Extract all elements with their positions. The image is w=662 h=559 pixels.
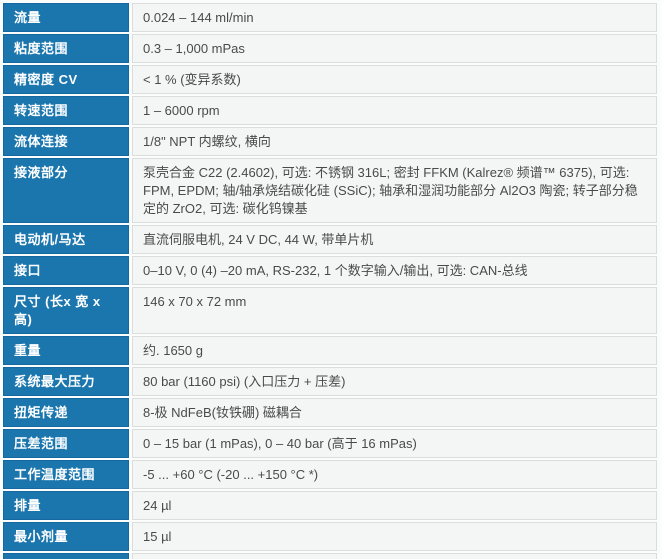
spec-value: 0–10 V, 0 (4) –20 mA, RS-232, 1 个数字输入/输出… bbox=[132, 256, 657, 285]
table-row: 转速范围 1 – 6000 rpm bbox=[3, 96, 657, 125]
spec-label: 扭矩传递 bbox=[3, 398, 129, 427]
spec-label: 接液部分 bbox=[3, 158, 129, 223]
spec-label: 备注 bbox=[3, 553, 129, 559]
spec-label: 电动机/马达 bbox=[3, 225, 129, 254]
spec-value: 1 – 6000 rpm bbox=[132, 96, 657, 125]
table-row: 重量 约. 1650 g bbox=[3, 336, 657, 365]
spec-label: 粘度范围 bbox=[3, 34, 129, 63]
spec-value: 0.024 – 144 ml/min bbox=[132, 3, 657, 32]
spec-value: 80 bar (1160 psi) (入口压力 + 压差) bbox=[132, 367, 657, 396]
spec-label: 排量 bbox=[3, 491, 129, 520]
spec-value: 约. 1650 g bbox=[132, 336, 657, 365]
table-row: 排量 24 µl bbox=[3, 491, 657, 520]
table-row: 扭矩传递 8-极 NdFeB(钕铁硼) 磁耦合 bbox=[3, 398, 657, 427]
spec-value: 1/8" NPT 内螺纹, 横向 bbox=[132, 127, 657, 156]
spec-value: 146 x 70 x 72 mm bbox=[132, 287, 657, 334]
spec-label: 流体连接 bbox=[3, 127, 129, 156]
spec-label: 最小剂量 bbox=[3, 522, 129, 551]
spec-value: *可选配保温或加热模式 , 应要求提供定制的解决方案 bbox=[132, 553, 657, 559]
spec-label: 接口 bbox=[3, 256, 129, 285]
spec-value: 24 µl bbox=[132, 491, 657, 520]
spec-value: 直流伺服电机, 24 V DC, 44 W, 带单片机 bbox=[132, 225, 657, 254]
spec-value: 0 – 15 bar (1 mPas), 0 – 40 bar (高于 16 m… bbox=[132, 429, 657, 458]
spec-label: 压差范围 bbox=[3, 429, 129, 458]
spec-value: < 1 % (变异系数) bbox=[132, 65, 657, 94]
spec-table-body: 流量 0.024 – 144 ml/min 粘度范围 0.3 – 1,000 mPas… bbox=[3, 3, 657, 559]
spec-label: 流量 bbox=[3, 3, 129, 32]
table-row: 尺寸 (长x 宽 x 高) 146 x 70 x 72 mm bbox=[3, 287, 657, 334]
table-row: 流体连接 1/8" NPT 内螺纹, 横向 bbox=[3, 127, 657, 156]
table-row: 备注*可选配保温或加热模式 , 应要求提供定制的解决方案 bbox=[3, 553, 657, 559]
table-row: 流量 0.024 – 144 ml/min bbox=[3, 3, 657, 32]
table-row: 工作温度范围 -5 ... +60 °C (-20 ... +150 °C *) bbox=[3, 460, 657, 489]
table-row: 接液部分 泵壳合金 C22 (2.4602), 可选: 不锈钢 316L; 密封 … bbox=[3, 158, 657, 223]
spec-value: -5 ... +60 °C (-20 ... +150 °C *) bbox=[132, 460, 657, 489]
spec-value: 0.3 – 1,000 mPas bbox=[132, 34, 657, 63]
spec-label: 尺寸 (长x 宽 x 高) bbox=[3, 287, 129, 334]
table-row: 最小剂量 15 µl bbox=[3, 522, 657, 551]
table-row: 系统最大压力 80 bar (1160 psi) (入口压力 + 压差) bbox=[3, 367, 657, 396]
spec-label: 系统最大压力 bbox=[3, 367, 129, 396]
table-row: 电动机/马达 直流伺服电机, 24 V DC, 44 W, 带单片机 bbox=[3, 225, 657, 254]
spec-value: 15 µl bbox=[132, 522, 657, 551]
spec-label: 重量 bbox=[3, 336, 129, 365]
table-row: 粘度范围 0.3 – 1,000 mPas bbox=[3, 34, 657, 63]
spec-label: 精密度 CV bbox=[3, 65, 129, 94]
table-row: 接口 0–10 V, 0 (4) –20 mA, RS-232, 1 个数字输入/… bbox=[3, 256, 657, 285]
table-row: 精密度 CV < 1 % (变异系数) bbox=[3, 65, 657, 94]
spec-value: 8-极 NdFeB(钕铁硼) 磁耦合 bbox=[132, 398, 657, 427]
table-row: 压差范围 0 – 15 bar (1 mPas), 0 – 40 bar (高于 … bbox=[3, 429, 657, 458]
spec-value: 泵壳合金 C22 (2.4602), 可选: 不锈钢 316L; 密封 FFKM… bbox=[132, 158, 657, 223]
spec-label: 工作温度范围 bbox=[3, 460, 129, 489]
spec-label: 转速范围 bbox=[3, 96, 129, 125]
